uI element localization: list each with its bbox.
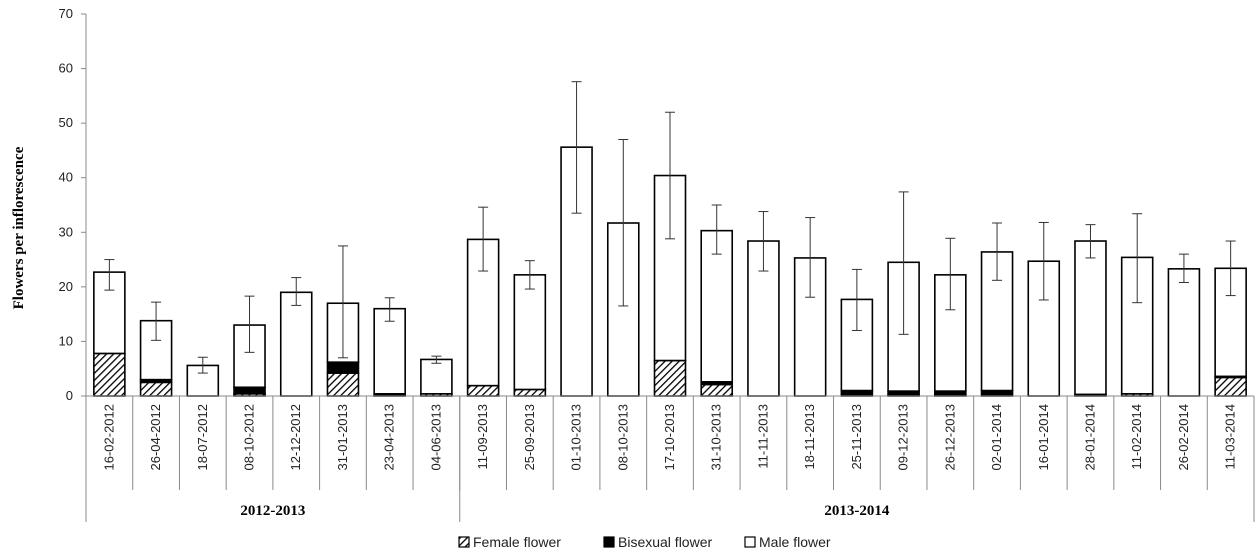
female-segment xyxy=(513,388,547,397)
legend-label: Male flower xyxy=(759,534,831,550)
male-segment xyxy=(1167,268,1201,397)
female-segment xyxy=(139,381,173,397)
y-tick-label: 60 xyxy=(59,61,73,76)
x-tick-label: 17-10-2013 xyxy=(662,404,677,471)
x-tick-label: 01-10-2013 xyxy=(569,404,584,471)
x-tick-label: 25-11-2013 xyxy=(849,404,864,470)
male-segment xyxy=(1120,256,1154,395)
x-tick-label: 11-02-2014 xyxy=(1129,404,1144,470)
legend-swatch xyxy=(603,536,615,548)
x-tick-label: 18-07-2012 xyxy=(195,404,210,471)
x-tick-label: 11-03-2014 xyxy=(1223,404,1238,470)
x-tick-label: 08-10-2012 xyxy=(242,404,257,471)
female-segment xyxy=(700,383,734,397)
legend-swatch xyxy=(744,536,756,548)
male-segment xyxy=(1074,240,1107,396)
female-segment xyxy=(1214,376,1247,397)
y-axis-title: Flowers per inflorescence xyxy=(11,146,27,309)
error-bars xyxy=(104,81,1236,374)
legend: Female flower Bisexual flower Male flower xyxy=(458,534,831,550)
x-axis: 16-02-2012 26-04-2012 18-07-2012 08-10-2012… xyxy=(85,395,1255,522)
x-tick-label: 16-02-2012 xyxy=(101,404,116,471)
y-tick-label: 10 xyxy=(59,333,73,348)
bisexual-segment xyxy=(326,361,360,374)
male-segment xyxy=(279,291,313,397)
x-tick-label: 26-12-2013 xyxy=(942,404,957,471)
x-tick-label: 02-01-2014 xyxy=(989,404,1004,471)
x-tick-label: 08-10-2013 xyxy=(615,404,630,471)
x-tick-label: 09-12-2013 xyxy=(896,404,911,471)
y-tick-label: 50 xyxy=(59,115,73,130)
y-tick-label: 40 xyxy=(59,170,73,185)
y-tick-label: 70 xyxy=(59,6,73,21)
x-tick-label: 25-09-2013 xyxy=(522,404,537,471)
group-label: 2013-2014 xyxy=(824,503,889,519)
bisexual-segment xyxy=(980,389,1014,397)
male-segment xyxy=(513,274,547,391)
female-segment xyxy=(326,372,360,397)
y-tick-label: 30 xyxy=(59,224,73,239)
x-tick-label: 23-04-2013 xyxy=(382,404,397,471)
x-tick-label: 26-02-2014 xyxy=(1176,404,1191,471)
y-axis: 0 10 20 30 40 50 60 70 xyxy=(59,6,87,403)
x-tick-label: 31-01-2013 xyxy=(335,404,350,471)
legend-label: Bisexual flower xyxy=(618,534,712,550)
x-tick-label: 16-01-2014 xyxy=(1036,404,1051,471)
y-tick-label: 0 xyxy=(66,388,73,403)
male-segment xyxy=(420,358,453,395)
female-segment xyxy=(93,352,126,397)
x-tick-label: 28-01-2014 xyxy=(1082,404,1097,471)
y-tick-label: 20 xyxy=(59,279,73,294)
group-label: 2012-2013 xyxy=(240,503,305,519)
bisexual-segment xyxy=(840,389,874,397)
x-tick-label: 11-11-2013 xyxy=(755,404,770,469)
legend-label: Female flower xyxy=(473,534,561,550)
x-tick-label: 26-04-2012 xyxy=(148,404,163,471)
bisexual-segment xyxy=(233,386,266,395)
female-segment xyxy=(466,384,500,397)
x-tick-label: 04-06-2013 xyxy=(428,404,443,471)
x-tick-label: 18-11-2013 xyxy=(802,404,817,470)
x-tick-label: 12-12-2012 xyxy=(288,404,303,471)
male-segment xyxy=(1214,267,1247,378)
x-tick-label: 31-10-2013 xyxy=(709,404,724,471)
female-segment xyxy=(653,359,687,397)
bars xyxy=(93,146,1247,397)
x-tick-label: 11-09-2013 xyxy=(475,404,490,470)
legend-swatch xyxy=(458,536,470,548)
